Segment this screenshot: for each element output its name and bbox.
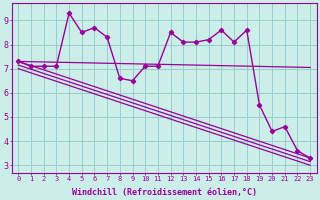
X-axis label: Windchill (Refroidissement éolien,°C): Windchill (Refroidissement éolien,°C) <box>72 188 257 197</box>
